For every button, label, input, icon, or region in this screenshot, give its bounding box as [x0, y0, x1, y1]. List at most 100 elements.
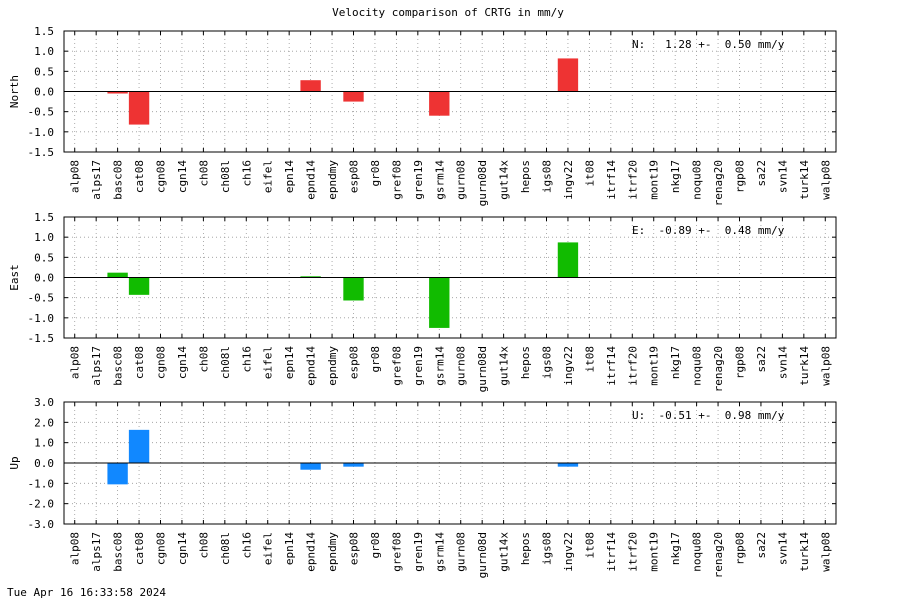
bar-ingv22: [557, 58, 579, 92]
x-tick-label: cgn14: [176, 346, 189, 379]
x-tick-label: itrf14: [605, 160, 618, 200]
panel-up: -3.0 -2.0 -1.0 0.0 1.0 2.0 3.0 alp08 alps17 basc0…: [8, 396, 837, 578]
x-tick-label: it08: [583, 346, 596, 373]
x-tick-label: mont19: [648, 160, 661, 200]
x-tick-label: cat08: [133, 532, 146, 565]
y-axis-label: North: [8, 75, 21, 108]
x-tick-label: cat08: [133, 346, 146, 379]
x-tick-label: turk14: [798, 532, 811, 572]
x-tick-label: cgn08: [155, 346, 168, 379]
x-tick-label: ch16: [240, 160, 253, 187]
y-tick-label: 0.0: [34, 86, 54, 99]
x-tick-label: ch08l: [219, 160, 232, 193]
x-tick-label: gurn08d: [476, 346, 489, 392]
x-tick-label: nkg17: [669, 346, 682, 379]
x-tick-label: gurn08d: [476, 532, 489, 578]
chart-title: Velocity comparison of CRTG in mm/y: [332, 6, 564, 19]
x-tick-label: hepos: [519, 346, 532, 379]
y-tick-label: -1.0: [28, 477, 55, 490]
x-tick-label: epnd14: [305, 160, 318, 200]
x-tick-label: mont19: [648, 346, 661, 386]
x-tick-label: gurn08: [455, 532, 468, 572]
x-tick-label: gren19: [412, 532, 425, 572]
bar-cat08: [128, 429, 150, 463]
y-tick-label: 2.0: [34, 416, 54, 429]
x-tick-label: walp08: [819, 532, 832, 572]
x-tick-label: renag20: [712, 346, 725, 392]
x-tick-label: ingv22: [562, 346, 575, 386]
x-tick-label: gut14x: [498, 160, 511, 200]
x-tick-label: rgp08: [734, 532, 747, 565]
y-tick-label: -1.0: [28, 312, 55, 325]
x-tick-label: basc08: [112, 346, 125, 386]
x-tick-label: cgn14: [176, 532, 189, 565]
y-tick-label: 1.0: [34, 437, 54, 450]
x-tick-label: nkg17: [669, 532, 682, 565]
x-tick-label: gut14x: [498, 532, 511, 572]
x-tick-label: gsrm14: [433, 532, 446, 572]
bar-epnd14: [300, 276, 321, 278]
y-tick-label: 0.5: [34, 65, 54, 78]
x-tick-label: sa22: [755, 346, 768, 373]
bar-basc08: [107, 272, 128, 278]
chart-panels: -1.5 -1.0 -0.5 0.0 0.5 1.0 1.5 alp08 alps17 basc0…: [8, 25, 837, 578]
y-tick-label: -3.0: [28, 518, 55, 531]
x-tick-label: ingv22: [562, 160, 575, 200]
bar-ingv22: [557, 463, 579, 467]
bar-esp08: [343, 463, 364, 467]
bar-epnd14: [300, 463, 321, 470]
bar-gsrm14: [429, 277, 450, 328]
y-tick-label: -1.0: [28, 126, 55, 139]
x-tick-label: gsrm14: [433, 160, 446, 200]
bar-cat08: [128, 91, 150, 125]
y-tick-label: 1.0: [34, 45, 54, 58]
x-tick-label: cat08: [133, 160, 146, 193]
x-tick-label: gurn08d: [476, 160, 489, 206]
x-tick-label: mont19: [648, 532, 661, 572]
x-tick-label: eifel: [262, 532, 275, 565]
x-tick-label: eifel: [262, 160, 275, 193]
x-tick-label: turk14: [798, 160, 811, 200]
panel-north: -1.5 -1.0 -0.5 0.0 0.5 1.0 1.5 alp08 alps17 basc0…: [8, 25, 837, 206]
x-tick-label: gren19: [412, 160, 425, 200]
x-tick-label: svn14: [776, 532, 789, 565]
panel-east: -1.5 -1.0 -0.5 0.0 0.5 1.0 1.5 alp08 alps17 basc0…: [8, 211, 837, 392]
y-axis-label: East: [8, 264, 21, 291]
x-tick-label: walp08: [819, 160, 832, 200]
x-tick-label: gren19: [412, 346, 425, 386]
x-tick-label: esp08: [348, 160, 361, 193]
x-tick-label: gr08: [369, 532, 382, 559]
y-tick-label: -0.5: [28, 292, 55, 305]
bar-basc08: [107, 463, 128, 485]
x-tick-label: hepos: [519, 532, 532, 565]
x-tick-label: ch08: [197, 160, 210, 187]
x-tick-label: epndmy: [326, 532, 339, 572]
x-tick-label: itrf20: [626, 160, 639, 200]
bar-ingv22: [557, 242, 579, 278]
x-tick-label: ch08l: [219, 346, 232, 379]
x-tick-label: turk14: [798, 346, 811, 386]
bar-esp08: [343, 277, 364, 301]
x-tick-label: igs08: [541, 532, 554, 565]
bar-epnd14: [300, 80, 321, 92]
x-tick-label: ch16: [240, 532, 253, 559]
x-tick-label: renag20: [712, 532, 725, 578]
x-tick-label: gr08: [369, 346, 382, 373]
x-tick-label: nkg17: [669, 160, 682, 193]
y-tick-label: 3.0: [34, 396, 54, 409]
x-tick-label: cgn08: [155, 160, 168, 193]
x-tick-label: epnd14: [305, 532, 318, 572]
y-tick-label: 1.0: [34, 231, 54, 244]
x-tick-label: alp08: [69, 532, 82, 565]
bar-esp08: [343, 91, 364, 102]
x-tick-label: rgp08: [734, 346, 747, 379]
bar-cat08: [128, 277, 150, 295]
y-axis-label: Up: [8, 456, 21, 469]
x-tick-label: ch16: [240, 346, 253, 373]
x-tick-label: epnd14: [305, 346, 318, 386]
x-tick-label: noqu08: [691, 160, 704, 200]
y-tick-label: 0.0: [34, 457, 54, 470]
x-tick-label: epndmy: [326, 160, 339, 200]
x-tick-label: it08: [583, 532, 596, 559]
x-tick-label: svn14: [776, 160, 789, 193]
